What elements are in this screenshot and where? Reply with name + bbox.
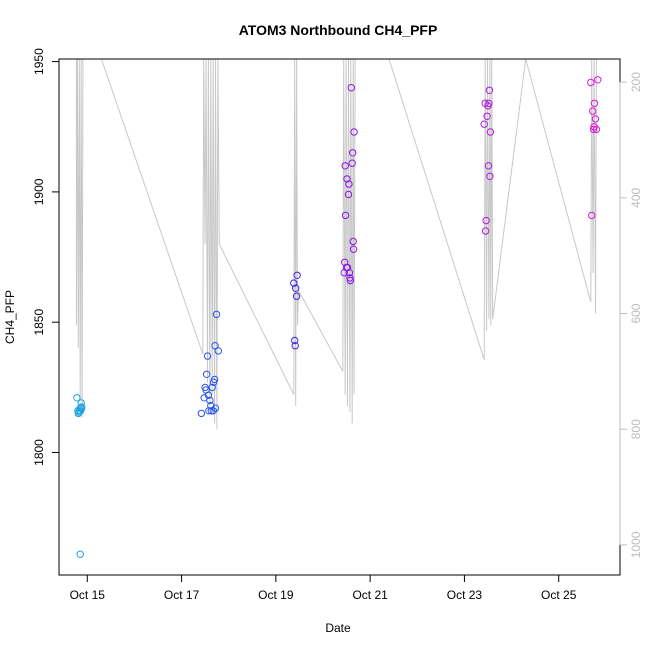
data-point	[344, 190, 353, 199]
data-point	[202, 370, 211, 378]
data-point	[205, 407, 213, 415]
data-point	[346, 276, 354, 285]
data-point	[343, 263, 352, 272]
data-point	[486, 128, 495, 136]
data-point	[292, 284, 300, 292]
data-point	[588, 211, 596, 220]
y-tick-label: 1900	[32, 178, 46, 205]
y2-axis: 200 400 600 800 1000	[619, 72, 643, 558]
x-tick-label: Oct 17	[164, 588, 200, 602]
data-point	[348, 159, 356, 167]
data-point	[590, 123, 598, 131]
data-point	[211, 342, 219, 350]
data-point	[349, 237, 357, 246]
data-point	[347, 84, 355, 92]
x-tick-label: Oct 25	[541, 588, 577, 602]
data-point	[209, 407, 217, 415]
data-point	[291, 336, 299, 345]
data-point	[290, 279, 298, 287]
data-point	[77, 403, 86, 411]
x-tick-label: Oct 23	[447, 588, 483, 602]
data-point	[214, 347, 223, 355]
x-tick-label: Oct 19	[258, 588, 294, 602]
data-point	[211, 404, 220, 412]
data-point	[208, 383, 216, 392]
data-point	[292, 292, 301, 300]
y2-tick-label: 800	[629, 419, 643, 439]
y-tick-label: 1800	[32, 439, 46, 466]
data-point	[485, 86, 494, 95]
altitude-line-layer	[75, 59, 597, 430]
data-point	[481, 227, 490, 235]
data-point	[589, 107, 597, 115]
plot-frame	[58, 58, 621, 576]
data-point	[485, 99, 493, 108]
data-point	[346, 274, 354, 282]
data-point	[204, 391, 213, 399]
data-point	[341, 162, 349, 170]
data-point	[197, 409, 206, 418]
data-point	[594, 76, 602, 84]
y2-tick-label: 200	[629, 72, 643, 92]
y2-tick-label: 600	[629, 303, 643, 323]
data-point	[73, 394, 81, 402]
y2-tick-label: 1000	[629, 531, 643, 558]
data-point	[345, 180, 353, 188]
data-point	[345, 269, 354, 277]
data-point	[343, 175, 351, 183]
data-point	[206, 396, 214, 405]
data-point	[592, 125, 601, 134]
data-point	[293, 271, 301, 279]
data-point	[484, 162, 493, 170]
data-point	[591, 115, 600, 123]
data-point	[589, 125, 598, 134]
data-point	[350, 128, 358, 136]
x-axis-label: Date	[325, 621, 351, 635]
data-point	[203, 352, 212, 360]
x-tick-label: Oct 21	[352, 588, 388, 602]
data-point	[349, 149, 357, 157]
y-axis-label: CH4_PFP	[3, 290, 17, 344]
data-point	[486, 172, 494, 181]
data-point	[341, 211, 350, 220]
data-point	[210, 375, 219, 384]
data-point	[77, 399, 85, 407]
data-point	[349, 245, 358, 253]
x-axis: Oct 15 Oct 17 Oct 19 Oct 21 Oct 23 Oct 25	[70, 574, 577, 602]
data-point	[483, 112, 491, 121]
chart-title: ATOM3 Northbound CH4_PFP	[239, 22, 438, 38]
altitude-line	[75, 59, 597, 430]
data-point	[590, 99, 599, 108]
data-point	[480, 120, 488, 128]
data-point	[482, 216, 490, 225]
points-layer	[73, 76, 602, 558]
y-tick-label: 1950	[32, 48, 46, 75]
data-point	[76, 550, 84, 558]
data-point	[587, 78, 595, 87]
y-axis: 1800 1850 1900 1950	[32, 48, 60, 466]
data-point	[291, 342, 299, 350]
data-point	[212, 310, 221, 319]
y2-tick-label: 400	[629, 188, 643, 208]
y-tick-label: 1850	[32, 309, 46, 336]
x-tick-label: Oct 15	[70, 588, 106, 602]
